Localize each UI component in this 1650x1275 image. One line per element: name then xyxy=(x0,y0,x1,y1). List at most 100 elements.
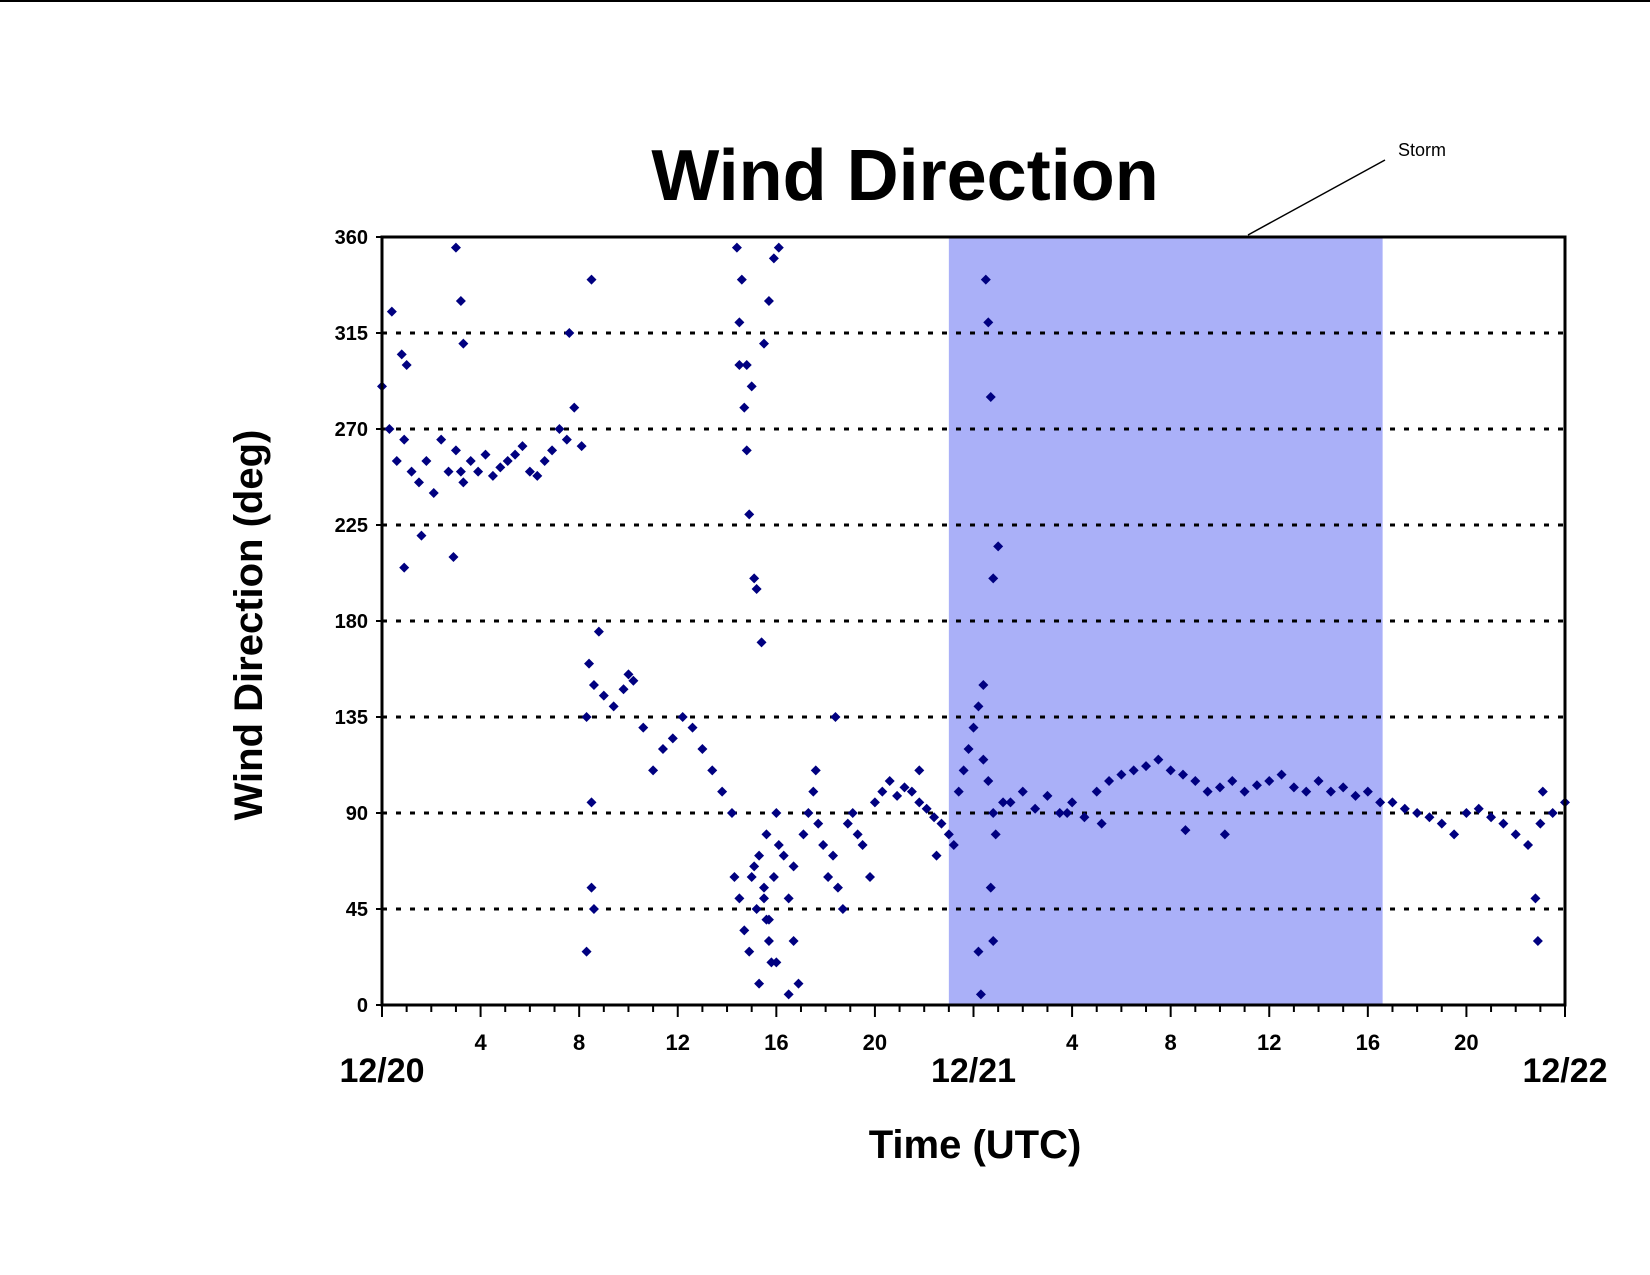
x-tick-label: 8 xyxy=(573,1030,585,1055)
data-point xyxy=(495,462,506,473)
data-point xyxy=(687,722,698,733)
data-point xyxy=(1190,776,1201,786)
data-point xyxy=(985,882,996,893)
x-axis-title: Time (UTC) xyxy=(869,1123,1082,1167)
data-point xyxy=(1461,808,1472,818)
y-tick-label-0: 0 xyxy=(357,995,368,1017)
data-point xyxy=(739,402,750,413)
data-point xyxy=(837,904,848,914)
x-tick-label: 8 xyxy=(1165,1030,1177,1055)
storm-annotation-label: Storm xyxy=(1398,140,1446,160)
data-point xyxy=(877,786,888,797)
data-point xyxy=(990,829,1001,840)
data-point xyxy=(413,477,424,488)
data-point xyxy=(936,818,947,829)
data-point xyxy=(1165,765,1176,776)
data-point xyxy=(391,456,402,466)
y-tick-label-45: 45 xyxy=(346,899,368,921)
data-point xyxy=(448,552,459,562)
data-point xyxy=(943,829,954,840)
data-point xyxy=(1510,829,1521,840)
data-point xyxy=(899,782,910,793)
data-point xyxy=(539,456,550,466)
data-point xyxy=(547,445,558,456)
data-point xyxy=(810,765,821,776)
data-point xyxy=(436,434,447,445)
data-point xyxy=(734,893,745,904)
data-point xyxy=(707,765,718,776)
data-point xyxy=(813,818,824,829)
data-point xyxy=(586,274,597,285)
data-point xyxy=(988,936,999,946)
data-point xyxy=(798,829,809,840)
data-point xyxy=(396,349,407,360)
data-point xyxy=(988,808,999,818)
data-point xyxy=(1313,776,1324,786)
data-point xyxy=(1350,790,1361,801)
x-tick-label: 16 xyxy=(764,1030,788,1055)
y-tick-label-315: 315 xyxy=(335,323,368,345)
data-point xyxy=(788,936,799,946)
data-point xyxy=(386,306,397,317)
data-point xyxy=(1017,786,1028,797)
data-point xyxy=(832,882,843,893)
data-point xyxy=(1325,786,1336,797)
data-point xyxy=(763,914,774,925)
data-point xyxy=(739,925,750,936)
data-point xyxy=(988,573,999,584)
data-point xyxy=(842,818,853,829)
data-point xyxy=(751,584,762,594)
data-point xyxy=(847,808,858,818)
data-point xyxy=(953,786,964,797)
data-point xyxy=(741,445,752,456)
data-point xyxy=(584,658,595,669)
data-point xyxy=(1104,776,1115,786)
y-tick-label-180: 180 xyxy=(335,611,368,633)
data-point xyxy=(771,957,782,968)
data-point xyxy=(771,808,782,818)
data-point xyxy=(1486,812,1497,823)
data-point xyxy=(783,893,794,904)
data-point xyxy=(741,360,752,370)
data-point xyxy=(421,456,432,466)
data-point xyxy=(717,786,728,797)
data-point xyxy=(384,424,395,434)
data-point xyxy=(759,338,770,349)
data-point xyxy=(1062,808,1073,818)
data-point xyxy=(524,466,535,477)
data-point xyxy=(744,509,755,520)
data-point xyxy=(980,274,991,285)
data-point xyxy=(968,722,979,733)
data-point xyxy=(667,733,678,744)
data-point xyxy=(628,675,639,686)
data-point xyxy=(773,242,784,253)
data-point xyxy=(487,470,498,481)
data-point xyxy=(1239,786,1250,797)
data-point xyxy=(808,786,819,797)
data-point xyxy=(761,829,772,840)
data-point xyxy=(869,797,880,808)
data-point xyxy=(581,712,592,722)
data-point xyxy=(443,466,454,477)
data-point xyxy=(399,434,410,445)
storm-annotation-leader xyxy=(1247,159,1386,236)
x-date-label: 12/21 xyxy=(931,1052,1016,1090)
data-point xyxy=(455,296,466,306)
data-point xyxy=(914,797,925,808)
data-point xyxy=(1362,786,1373,797)
data-point xyxy=(929,812,940,823)
data-point xyxy=(428,488,439,498)
data-point xyxy=(1424,812,1435,823)
data-point xyxy=(973,701,984,712)
data-point xyxy=(975,989,986,1000)
data-point xyxy=(914,765,925,776)
data-point xyxy=(963,744,974,754)
data-point xyxy=(588,904,599,914)
x-tick-label: 20 xyxy=(863,1030,887,1055)
data-point xyxy=(697,744,708,754)
data-point xyxy=(857,840,868,850)
data-point xyxy=(598,690,609,701)
x-tick-label: 20 xyxy=(1454,1030,1478,1055)
y-tick-label-135: 135 xyxy=(335,707,368,729)
data-point xyxy=(1288,782,1299,793)
